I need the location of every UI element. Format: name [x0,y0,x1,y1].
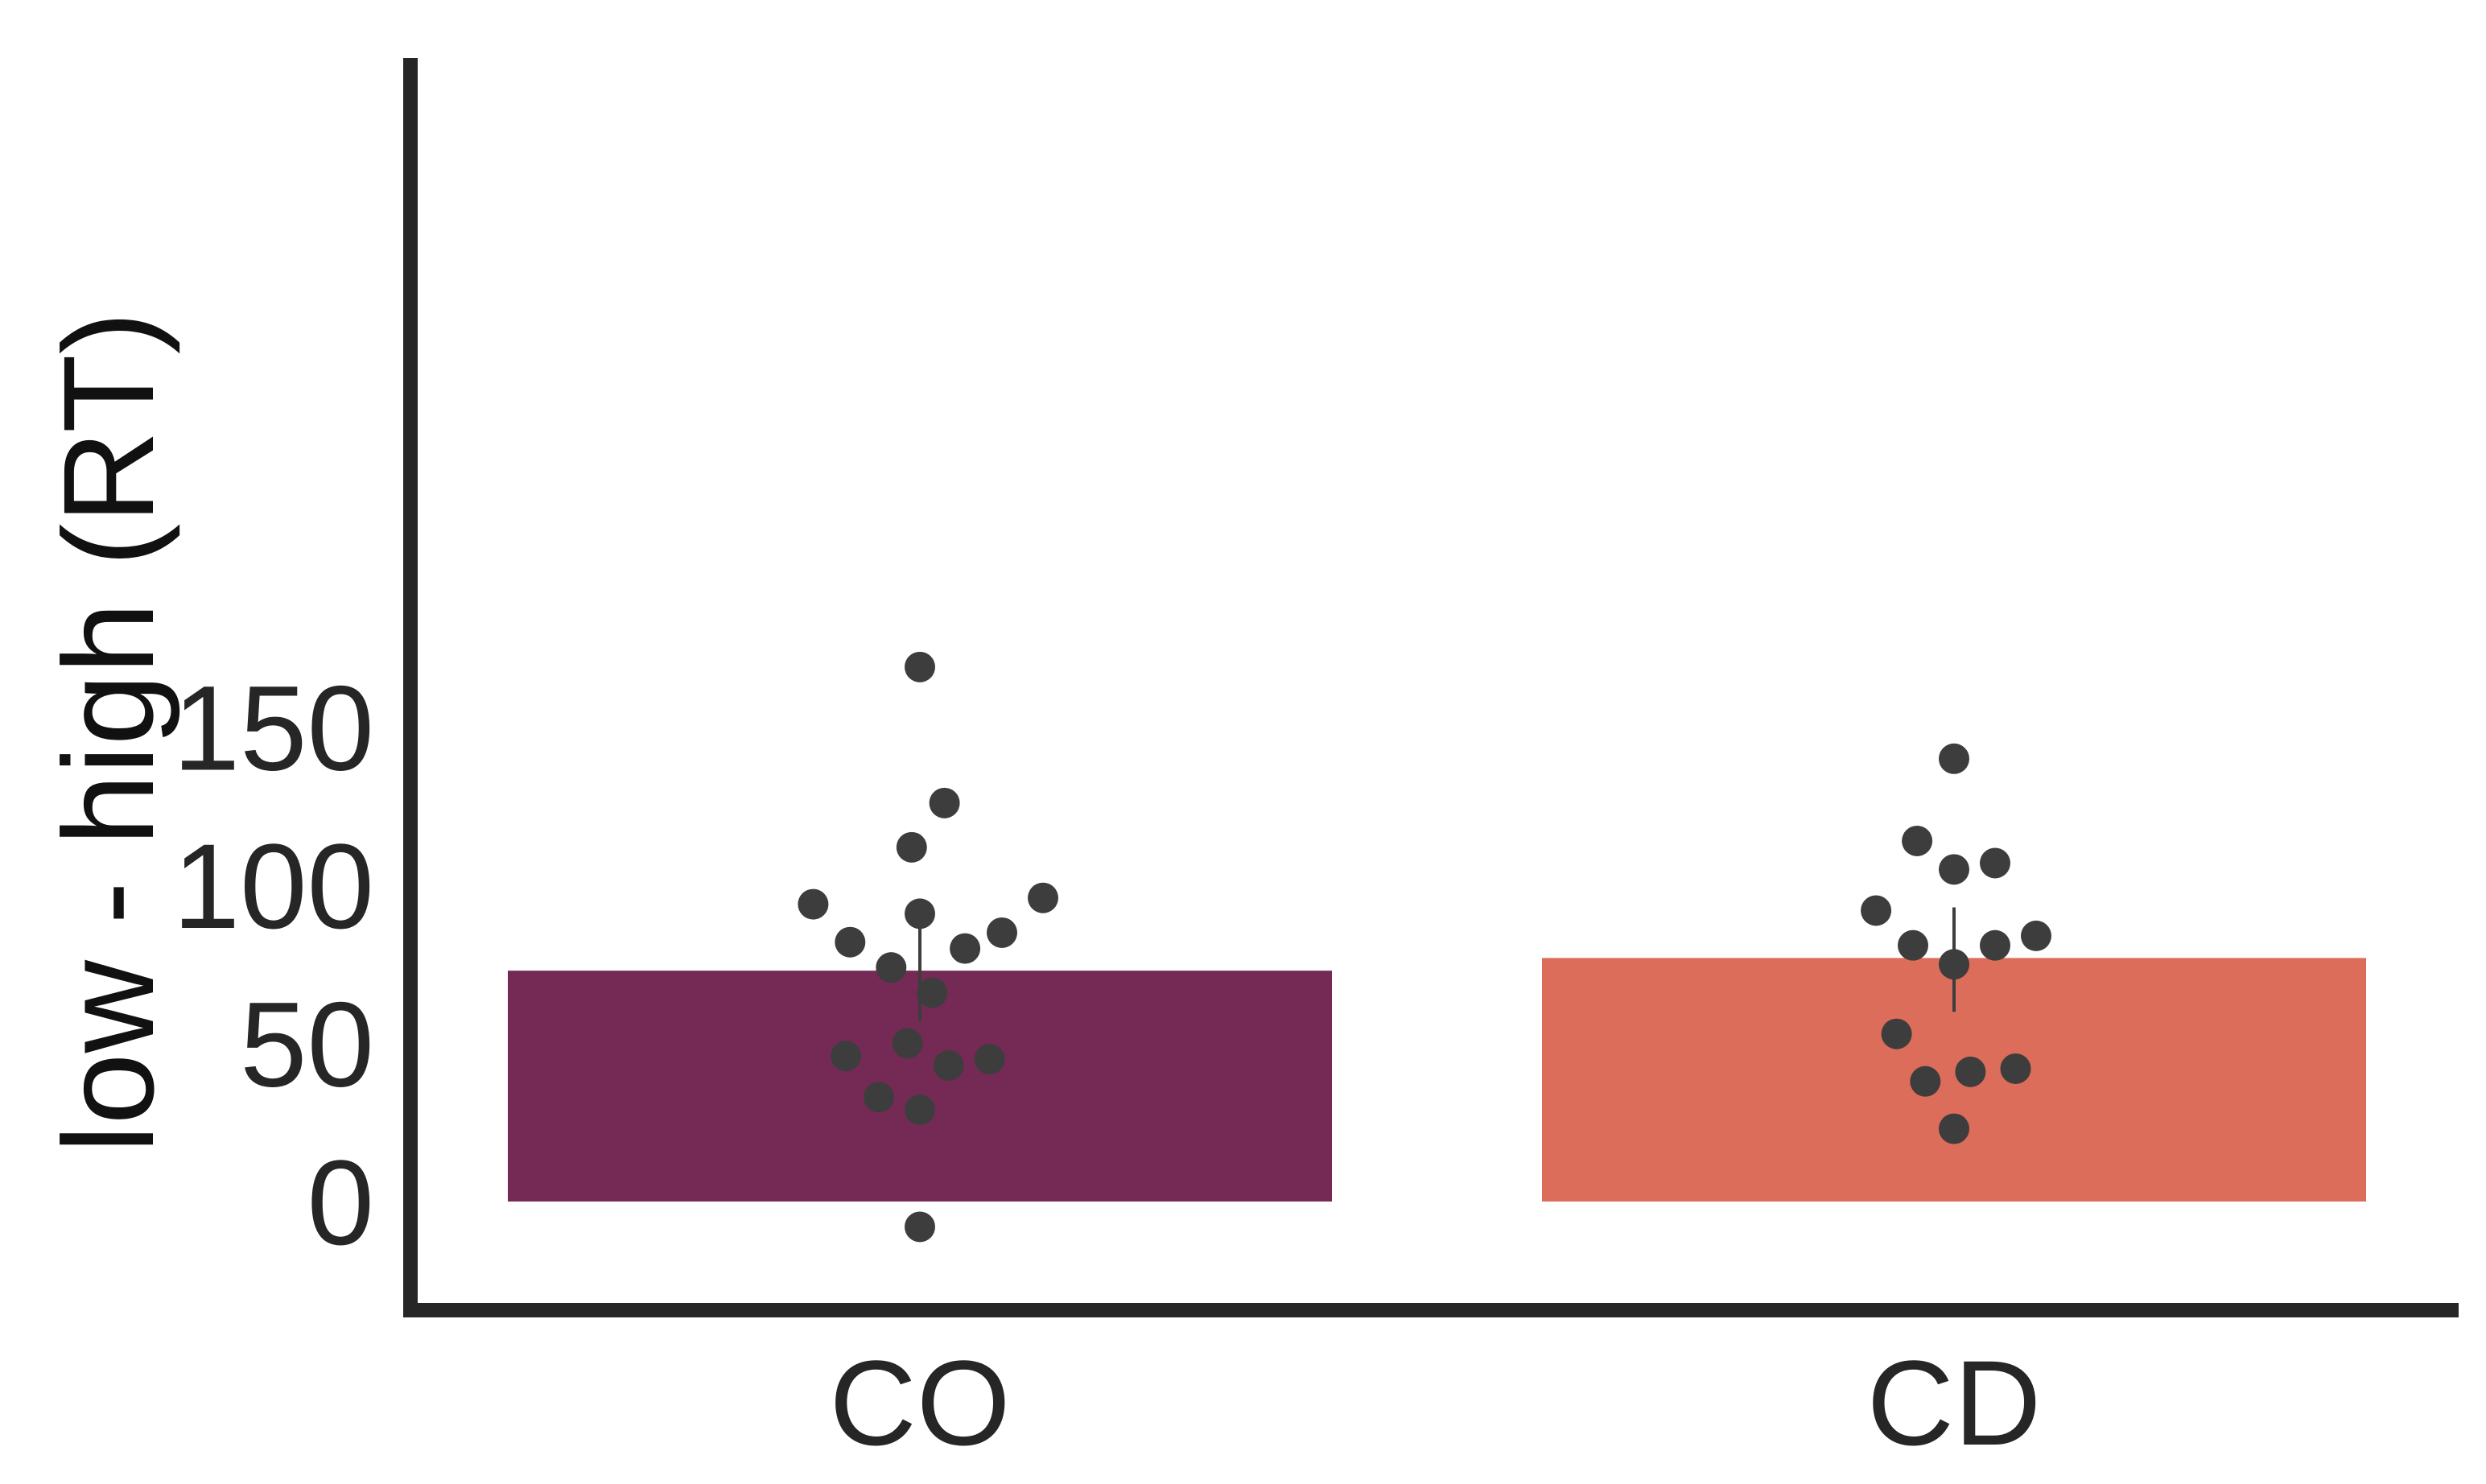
x-tick-label-cd: CD [1867,1335,2042,1470]
y-tick-labels: 0 50 100 150 [173,661,374,1271]
data-point-co-2 [896,831,927,863]
data-point-cd-9 [1881,1018,1912,1049]
data-point-cd-7 [2021,920,2051,951]
y-tick-label-150: 150 [173,661,374,796]
data-point-co-9 [876,952,907,983]
data-point-co-12 [892,1028,923,1059]
data-point-co-7 [987,917,1017,948]
data-point-co-11 [831,1041,862,1072]
data-point-co-4 [1028,882,1058,913]
y-tick-label-50: 50 [240,977,374,1112]
data-point-cd-2 [1980,847,2010,879]
data-point-co-5 [905,898,935,930]
data-point-cd-13 [1939,1113,1969,1144]
data-point-co-8 [950,933,981,964]
y-axis-label: low - high (RT) [36,311,180,1153]
data-point-cd-1 [1902,825,1933,856]
data-point-co-1 [929,787,960,818]
y-tick-label-100: 100 [173,818,374,954]
data-point-cd-10 [1910,1066,1941,1097]
data-point-co-10 [917,977,948,1008]
data-point-co-13 [933,1050,964,1082]
data-point-co-3 [798,888,829,920]
x-tick-label-co: CO [830,1335,1011,1470]
data-point-cd-4 [1861,895,1892,926]
data-point-cd-0 [1939,743,1969,774]
data-point-co-6 [835,926,866,958]
data-point-co-16 [905,1094,935,1126]
data-point-cd-3 [1939,854,1969,885]
data-point-co-15 [864,1082,894,1113]
data-point-cd-6 [1980,930,2010,961]
data-point-cd-5 [1898,930,1928,961]
x-tick-labels: CO CD [830,1335,2042,1470]
data-point-cd-8 [1939,949,1969,980]
data-point-cd-12 [2000,1053,2031,1084]
data-point-co-17 [905,1211,935,1243]
axes-layer [403,58,2459,1317]
strip-points-layer [798,651,2051,1243]
y-tick-label-0: 0 [307,1135,374,1270]
data-point-co-14 [974,1044,1005,1075]
data-point-cd-11 [1955,1056,1986,1087]
data-point-co-0 [905,651,935,682]
